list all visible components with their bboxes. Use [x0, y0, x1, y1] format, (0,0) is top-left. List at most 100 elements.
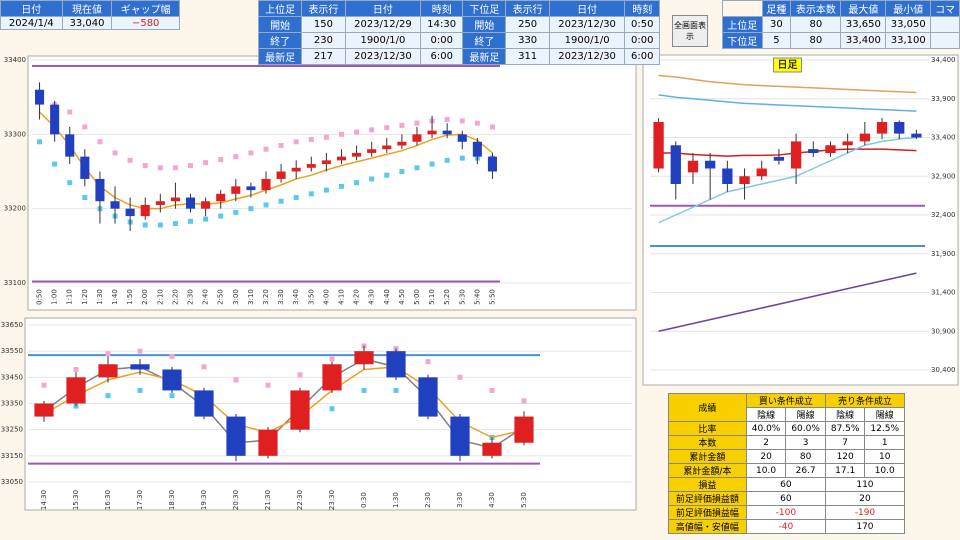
- candle-body: [110, 201, 120, 209]
- indicator-marker: [41, 382, 47, 388]
- cell: 2023/12/30: [548, 16, 626, 33]
- indicator-marker: [218, 157, 224, 163]
- cell: 0:50: [624, 16, 660, 33]
- y-tick-label: 33150: [1, 452, 23, 460]
- x-tick-label: 20:30: [232, 490, 240, 510]
- header-cell: 日付: [0, 0, 63, 17]
- x-tick-label: 5:10: [428, 289, 436, 305]
- stats-title: 成績: [668, 393, 747, 422]
- indicator-marker: [399, 169, 405, 174]
- indicator-marker: [459, 118, 465, 124]
- candle-body: [290, 390, 310, 430]
- cell: 33,650: [840, 16, 887, 33]
- candle-body: [80, 156, 90, 179]
- candle-body: [140, 204, 150, 217]
- stats-cell: 110: [824, 477, 906, 492]
- x-tick-label: 2:40: [202, 289, 210, 305]
- header-cell: ギャップ幅: [111, 0, 180, 17]
- header-cell: 足種: [761, 0, 792, 17]
- value-cell: 33,040: [61, 16, 113, 30]
- y-tick-label: 33550: [1, 347, 23, 355]
- cell: 2023/12/30: [344, 48, 422, 65]
- candle-body: [842, 141, 853, 146]
- range-table: 上位足 表示行 日付 時刻 下位足 表示行 日付 時刻 開始 150 2023/12/29 14:30…: [257, 0, 660, 65]
- cell: 33,050: [885, 16, 932, 33]
- indicator-marker: [384, 125, 390, 131]
- cell: 下位足: [722, 32, 763, 49]
- candle-body: [246, 186, 256, 191]
- candle-body: [457, 134, 467, 142]
- x-tick-label: 18:30: [168, 490, 176, 510]
- candle-body: [450, 416, 470, 456]
- stats-cell: 60.0%: [785, 421, 826, 436]
- cell: 6:00: [624, 48, 660, 65]
- indicator-marker: [82, 195, 88, 201]
- y-tick-label: 31,900: [931, 250, 956, 258]
- stats-cell: 170: [824, 519, 906, 534]
- x-tick-label: 1:30: [96, 289, 104, 305]
- row-label: 比率: [668, 421, 747, 436]
- row: 最新足 217 2023/12/30 6:00 最新足 311 2023/12/30 6:00: [257, 48, 660, 65]
- x-tick-label: 4:10: [337, 289, 345, 305]
- candle-body: [670, 145, 681, 184]
- stats-cell: 26.7: [785, 463, 826, 478]
- indicator-marker: [278, 142, 284, 148]
- indicator-marker: [142, 222, 148, 228]
- row-label: 累計金額: [668, 449, 747, 464]
- x-tick-label: 5:50: [488, 289, 496, 305]
- candle-body: [185, 197, 196, 209]
- candle-body: [367, 149, 377, 153]
- header-cell: [722, 0, 763, 17]
- cell: 1900/1/0: [344, 32, 422, 49]
- candle-body: [336, 156, 347, 161]
- header-cell: 表示本数: [790, 0, 842, 17]
- x-tick-label: 1:50: [126, 289, 134, 305]
- y-tick-label: 32,900: [931, 172, 956, 180]
- stats-row: 高値幅・安値幅 -40 170: [668, 519, 906, 534]
- fullscreen-button[interactable]: 全画面表示: [672, 15, 708, 47]
- x-tick-label: 3:30: [277, 289, 285, 305]
- x-tick-label: 3:20: [262, 289, 270, 305]
- stats-cell: 7: [824, 435, 866, 450]
- stats-cell: 1: [864, 435, 905, 450]
- x-tick-label: 4:30: [368, 289, 376, 305]
- stats-cell: 10.0: [745, 463, 787, 478]
- indicator-marker: [444, 116, 450, 122]
- header-row: 上位足 表示行 日付 時刻 下位足 表示行 日付 時刻: [257, 0, 660, 17]
- stats-cell: 17.1: [824, 463, 866, 478]
- candle-body: [98, 364, 118, 378]
- indicator-marker: [297, 372, 303, 378]
- indicator-marker: [263, 202, 269, 208]
- group-cell: 売り条件成立: [824, 393, 906, 408]
- candle-body: [95, 178, 105, 202]
- candle-body: [790, 141, 802, 169]
- x-tick-label: 3:30: [456, 492, 464, 508]
- y-tick-label: 33100: [4, 279, 26, 287]
- indicator-marker: [233, 209, 239, 215]
- x-tick-label: 15:30: [72, 490, 80, 510]
- cell: 5: [761, 32, 792, 49]
- cell: 250: [505, 16, 550, 33]
- cell: 311: [505, 48, 550, 65]
- indicator-marker: [393, 387, 399, 393]
- header-cell: 現在値: [61, 0, 113, 17]
- candle-body: [50, 104, 60, 135]
- y-tick-label: 33450: [1, 373, 23, 381]
- candle-body: [514, 416, 534, 443]
- cell: 終了: [462, 32, 507, 49]
- indicator-marker: [188, 163, 194, 169]
- y-tick-label: 33200: [4, 205, 26, 213]
- x-tick-label: 1:30: [392, 492, 400, 508]
- indicator-marker: [329, 406, 335, 412]
- indicator-marker: [169, 393, 175, 399]
- row-label: 損益: [668, 477, 747, 492]
- x-tick-label: 1:00: [51, 289, 59, 305]
- indicator-marker: [127, 157, 133, 163]
- x-tick-label: 2:00: [141, 289, 149, 305]
- indicator-marker: [474, 120, 480, 126]
- indicator-marker: [354, 129, 360, 135]
- candle-body: [226, 416, 246, 456]
- cell: [930, 16, 960, 33]
- x-tick-label: 16:30: [104, 490, 112, 510]
- cell: 30: [761, 16, 792, 33]
